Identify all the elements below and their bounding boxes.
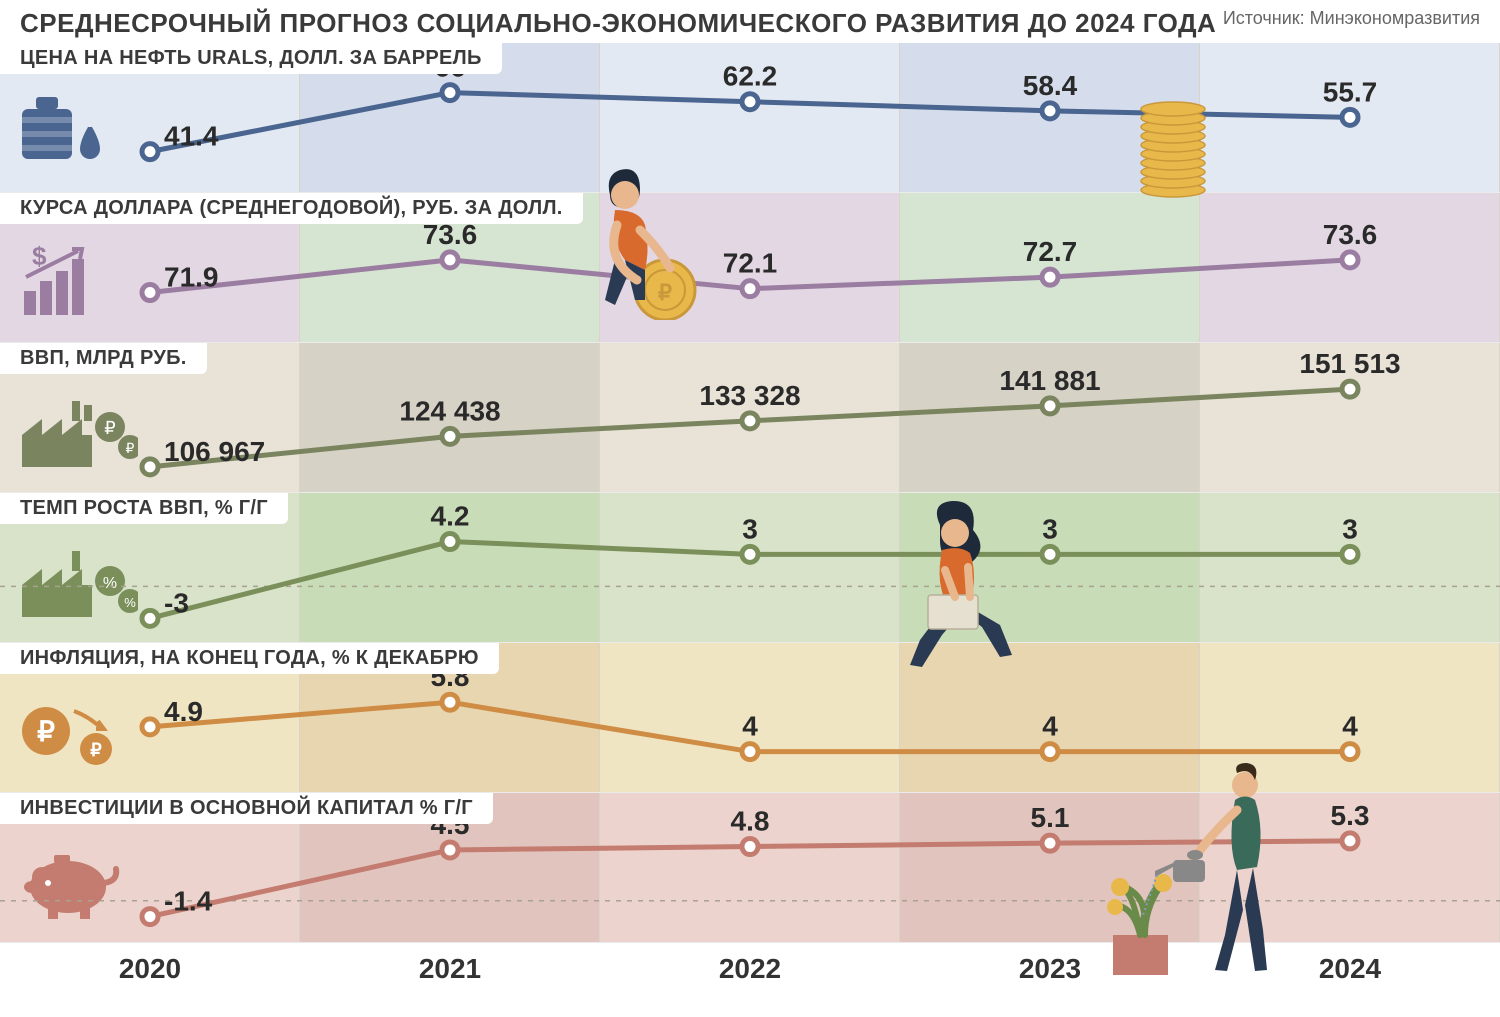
point-label: 72.7 <box>1023 236 1078 267</box>
data-point <box>742 94 758 110</box>
chart-panels: ЦЕНА НА НЕФТЬ URALS, ДОЛЛ. ЗА БАРРЕЛЬ 41… <box>0 43 1500 943</box>
point-label: 4 <box>1042 711 1058 742</box>
chart-panel-inflation: ИНФЛЯЦИЯ, НА КОНЕЦ ГОДА, % К ДЕКАБРЮ ₽ ₽… <box>0 643 1500 793</box>
data-point <box>442 534 458 550</box>
data-point <box>142 285 158 301</box>
data-point <box>442 428 458 444</box>
point-label: 4 <box>1342 711 1358 742</box>
point-label: 4.9 <box>164 696 203 727</box>
data-point <box>742 281 758 297</box>
point-label: 3 <box>1042 513 1058 544</box>
x-axis-label: 2022 <box>600 953 900 985</box>
data-point <box>442 252 458 268</box>
data-point <box>142 909 158 925</box>
panel-label: ИНВЕСТИЦИИ В ОСНОВНОЙ КАПИТАЛ % Г/Г <box>20 797 473 820</box>
data-point <box>1042 398 1058 414</box>
point-label: 5.1 <box>1031 802 1070 833</box>
point-label: 5.3 <box>1331 800 1370 831</box>
panel-label: ВВП, МЛРД РУБ. <box>20 347 187 370</box>
data-point <box>1342 833 1358 849</box>
point-label: 4.8 <box>731 806 770 837</box>
point-label: 71.9 <box>164 262 219 293</box>
page-title: СРЕДНЕСРОЧНЫЙ ПРОГНОЗ СОЦИАЛЬНО-ЭКОНОМИЧ… <box>20 8 1216 39</box>
data-point <box>1342 546 1358 562</box>
point-label: 3 <box>742 513 758 544</box>
point-label: 62.2 <box>723 61 778 92</box>
data-point <box>1042 103 1058 119</box>
data-point <box>1342 381 1358 397</box>
point-label: -3 <box>164 587 189 618</box>
chart-panel-usd: КУРСА ДОЛЛАРА (СРЕДНЕГОДОВОЙ), РУБ. ЗА Д… <box>0 193 1500 343</box>
data-point <box>1042 546 1058 562</box>
chart-panel-gdp: ВВП, МЛРД РУБ. ₽ ₽ 106 967124 438133 328… <box>0 343 1500 493</box>
chart-panel-invest: ИНВЕСТИЦИИ В ОСНОВНОЙ КАПИТАЛ % Г/Г -1.4… <box>0 793 1500 943</box>
point-label: -1.4 <box>164 886 213 917</box>
x-axis: 20202021202220232024 <box>0 943 1500 985</box>
chart-panel-gdp_growth: ТЕМП РОСТА ВВП, % Г/Г % % -34.2333 <box>0 493 1500 643</box>
data-point <box>1042 835 1058 851</box>
point-label: 141 881 <box>999 365 1100 396</box>
data-point <box>742 744 758 760</box>
panel-label: ТЕМП РОСТА ВВП, % Г/Г <box>20 497 268 520</box>
point-label: 151 513 <box>1299 348 1400 379</box>
point-label: 55.7 <box>1323 76 1378 107</box>
panel-label: КУРСА ДОЛЛАРА (СРЕДНЕГОДОВОЙ), РУБ. ЗА Д… <box>20 197 563 220</box>
data-point <box>142 610 158 626</box>
data-point <box>1342 744 1358 760</box>
data-point <box>142 459 158 475</box>
data-point <box>1042 744 1058 760</box>
point-label: 133 328 <box>699 380 800 411</box>
data-point <box>1342 109 1358 125</box>
point-label: 41.4 <box>164 121 219 152</box>
data-point <box>442 85 458 101</box>
point-label: 58.4 <box>1023 70 1078 101</box>
point-label: 106 967 <box>164 436 265 467</box>
line-chart: 106 967 124 438 133 328 141 881 151 513 <box>0 343 1500 493</box>
point-label: 4 <box>742 711 758 742</box>
data-point <box>742 839 758 855</box>
x-axis-label: 2021 <box>300 953 600 985</box>
x-axis-label: 2023 <box>900 953 1200 985</box>
chart-panel-oil: ЦЕНА НА НЕФТЬ URALS, ДОЛЛ. ЗА БАРРЕЛЬ 41… <box>0 43 1500 193</box>
x-axis-label: 2020 <box>0 953 300 985</box>
point-label: 72.1 <box>723 248 778 279</box>
point-label: 73.6 <box>1323 219 1378 250</box>
panel-label: ИНФЛЯЦИЯ, НА КОНЕЦ ГОДА, % К ДЕКАБРЮ <box>20 647 479 670</box>
data-point <box>742 546 758 562</box>
point-label: 124 438 <box>399 395 500 426</box>
data-point <box>142 144 158 160</box>
x-axis-label: 2024 <box>1200 953 1500 985</box>
data-point <box>442 694 458 710</box>
panel-label: ЦЕНА НА НЕФТЬ URALS, ДОЛЛ. ЗА БАРРЕЛЬ <box>20 47 482 70</box>
point-label: 3 <box>1342 513 1358 544</box>
point-label: 4.2 <box>431 501 470 532</box>
data-point <box>142 719 158 735</box>
data-point <box>442 842 458 858</box>
data-point <box>742 413 758 429</box>
data-point <box>1042 269 1058 285</box>
source-label: Источник: Минэкономразвития <box>1223 8 1480 29</box>
data-point <box>1342 252 1358 268</box>
